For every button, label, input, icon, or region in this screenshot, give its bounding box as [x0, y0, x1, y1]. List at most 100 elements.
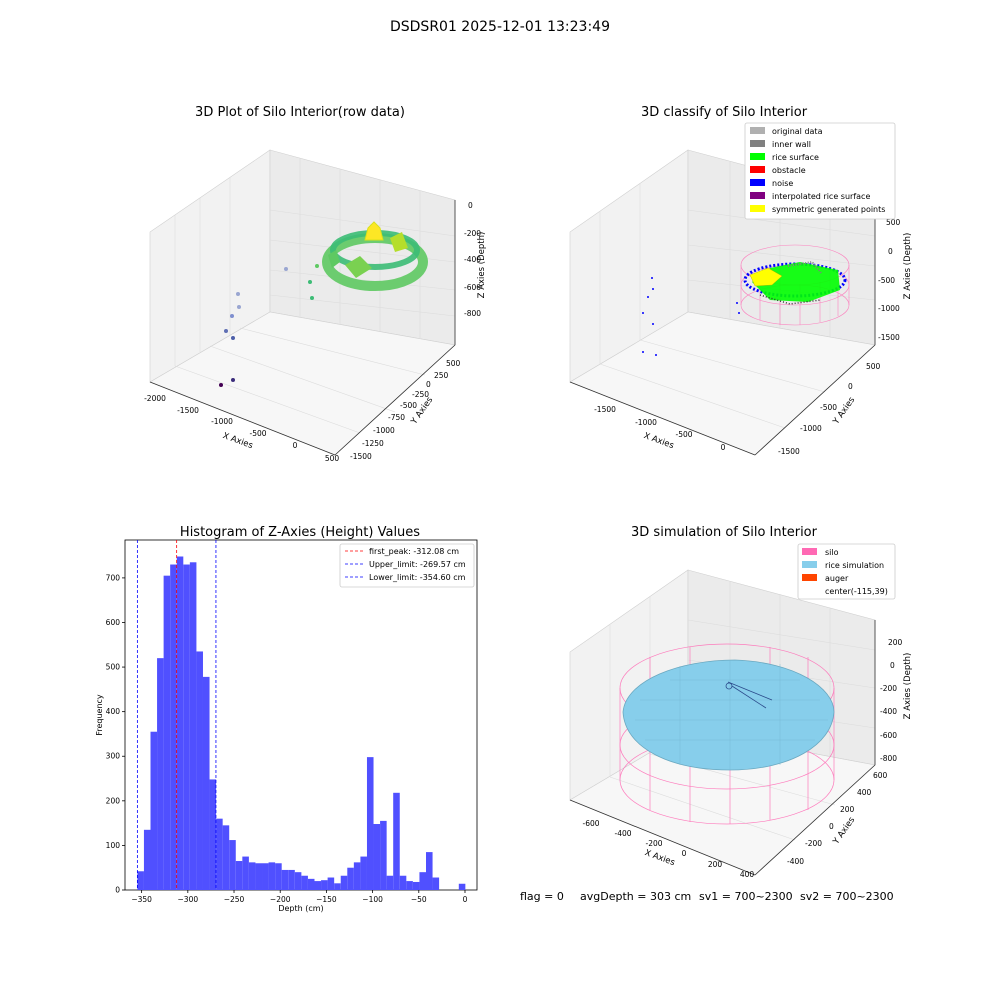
classify-legend-label: obstacle	[772, 166, 806, 175]
classify-x-tick: -1000	[635, 418, 657, 427]
histogram-y-tick-label: 400	[106, 707, 121, 716]
classify-legend-swatch	[750, 179, 765, 186]
raw-z-tick: -200	[464, 229, 481, 238]
classify-z-tick: 0	[888, 247, 893, 256]
simulation-auger	[725, 681, 773, 709]
simulation-x-ticks: -600 -400 -200 0 200 400	[582, 819, 754, 879]
raw-x-tick: -2000	[144, 394, 166, 403]
histogram-y-tick-label: 600	[106, 618, 121, 627]
histogram-bar	[242, 856, 249, 890]
histogram-bar	[176, 556, 184, 890]
classify-legend-swatch	[750, 166, 765, 173]
raw-title: 3D Plot of Silo Interior(row data)	[195, 105, 405, 120]
simulation-x-tick: 200	[708, 860, 723, 869]
histogram-bars	[137, 556, 466, 890]
classify-y-tick: -500	[820, 403, 837, 412]
histogram-bar	[334, 883, 341, 890]
simulation-x-tick: -600	[582, 819, 599, 828]
classify-legend-swatch	[750, 153, 765, 160]
histogram-bar	[386, 875, 394, 890]
raw-y-tick: -750	[388, 413, 405, 422]
classify-x-tick: -500	[675, 430, 692, 439]
histogram-title: Histogram of Z-Axies (Height) Values	[180, 525, 420, 540]
simulation-legend-swatch	[802, 548, 817, 555]
raw-y-tick: 250	[434, 371, 449, 380]
histogram-legend-label: Lower_limit: -354.60 cm	[369, 573, 466, 582]
histogram-bar	[255, 863, 263, 890]
simulation-xlabel: X Axies	[643, 848, 676, 868]
raw-y-tick: 0	[426, 380, 431, 389]
classify-legend-label: inner wall	[772, 140, 811, 149]
histogram-bar	[432, 877, 440, 890]
histogram-bar	[202, 676, 210, 890]
classify-legend-swatch	[750, 192, 765, 199]
simulation-z-tick: 0	[890, 661, 895, 670]
histogram-bar	[209, 779, 217, 890]
raw-outlier	[237, 305, 241, 309]
classify-y-tick: 0	[848, 382, 853, 391]
raw-outlier	[219, 383, 223, 387]
simulation-z-ticks: 200 0 -200 -400 -600 -800	[880, 638, 903, 763]
panel-histogram: Histogram of Z-Axies (Height) Values −35…	[95, 525, 478, 913]
panel-classify-3d: 3D classify of Silo Interior -1500 -1000…	[569, 105, 913, 456]
raw-x-tick: -1000	[211, 417, 233, 426]
histogram-bar	[222, 825, 230, 890]
classify-title: 3D classify of Silo Interior	[641, 105, 808, 120]
histogram-bar	[327, 877, 335, 890]
raw-y-tick: -1250	[362, 439, 384, 448]
raw-x-tick: -1500	[177, 406, 199, 415]
histogram-bar	[399, 875, 407, 890]
histogram-bar	[229, 840, 236, 890]
histogram-x-tick-label: −100	[362, 895, 383, 904]
classify-inner-wall	[759, 294, 821, 305]
histogram-bar	[183, 564, 190, 890]
classify-noise-point	[642, 351, 644, 353]
classify-noise-point	[651, 277, 653, 279]
classify-y-tick: -1500	[778, 447, 800, 456]
histogram-vlines	[136, 540, 217, 890]
raw-z-tick: -400	[464, 255, 481, 264]
histogram-bar	[157, 658, 164, 890]
simulation-z-tick: 200	[888, 638, 903, 647]
classify-z-ticks: 500 0 -500 -1000 -1500	[878, 218, 901, 342]
classify-x-ticks: -1500 -1000 -500 0	[594, 405, 726, 452]
histogram-bar	[360, 856, 367, 890]
classify-x-tick: -1500	[594, 405, 616, 414]
raw-y-tick: -1000	[373, 426, 395, 435]
histogram-bar	[288, 869, 295, 890]
simulation-zlabel: Z Axies (Depth)	[903, 653, 913, 720]
raw-z-tick: 0	[468, 201, 473, 210]
classify-noise-point	[652, 323, 654, 325]
classify-legend-label: interpolated rice surface	[772, 192, 870, 201]
classify-symmetric-points	[749, 267, 783, 287]
histogram-xlabel: Depth (cm)	[278, 904, 323, 913]
classify-point-groups	[743, 260, 847, 305]
histogram-bar	[294, 872, 302, 890]
raw-z-tick: -600	[464, 283, 481, 292]
simulation-y-tick: 200	[840, 805, 855, 814]
classify-zlabel: Z Axies (Depth)	[903, 233, 913, 300]
simulation-x-tick: 400	[740, 870, 755, 879]
panel-simulation-3d: 3D simulation of Silo Interior	[569, 525, 913, 879]
simulation-y-tick: 400	[857, 788, 872, 797]
histogram-bar	[380, 820, 387, 890]
classify-y-tick: -1000	[800, 424, 822, 433]
classify-legend-swatch	[750, 127, 765, 134]
raw-outlier	[224, 329, 228, 333]
classify-xlabel: X Axies	[642, 431, 675, 451]
histogram-bar	[314, 881, 322, 890]
classify-noise-points	[642, 277, 740, 356]
raw-x-tick: 500	[325, 454, 340, 463]
raw-outliers	[219, 264, 319, 387]
histogram-bar	[281, 869, 289, 890]
histogram-legend-label: Upper_limit: -269.57 cm	[369, 560, 466, 569]
simulation-y-tick: -400	[787, 857, 804, 866]
simulation-y-ticks: 600 400 200 0 -200 -400	[787, 771, 888, 866]
histogram-bar	[216, 818, 223, 890]
classify-x-tick: 0	[721, 443, 726, 452]
raw-y-tick: 500	[446, 359, 461, 368]
simulation-z-tick: -600	[880, 731, 897, 740]
histogram-x-tick-label: −50	[411, 895, 427, 904]
histogram-y-tick-label: 200	[106, 796, 121, 805]
histogram-bar	[137, 871, 144, 890]
